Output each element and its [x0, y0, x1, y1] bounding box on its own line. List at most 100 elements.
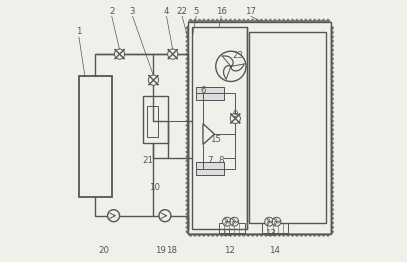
Circle shape — [159, 210, 171, 222]
Polygon shape — [331, 83, 334, 88]
Polygon shape — [186, 176, 188, 181]
Polygon shape — [331, 221, 334, 225]
Polygon shape — [331, 106, 334, 110]
Bar — [249, 32, 326, 223]
Polygon shape — [281, 19, 286, 21]
Polygon shape — [186, 194, 188, 199]
Polygon shape — [186, 66, 188, 70]
Polygon shape — [331, 167, 334, 172]
Polygon shape — [186, 79, 188, 83]
Text: 12: 12 — [224, 246, 235, 255]
Circle shape — [265, 217, 274, 226]
Polygon shape — [331, 101, 334, 106]
Polygon shape — [188, 234, 193, 236]
Polygon shape — [331, 30, 334, 35]
Polygon shape — [224, 234, 228, 236]
Polygon shape — [331, 61, 334, 66]
Polygon shape — [331, 194, 334, 199]
Polygon shape — [233, 234, 237, 236]
Polygon shape — [277, 19, 281, 21]
Text: 18: 18 — [166, 246, 177, 255]
Polygon shape — [313, 19, 317, 21]
Polygon shape — [186, 123, 188, 128]
Polygon shape — [186, 221, 188, 225]
Polygon shape — [326, 234, 330, 236]
Polygon shape — [308, 234, 313, 236]
Text: 8: 8 — [218, 156, 224, 166]
Polygon shape — [277, 234, 281, 236]
Text: 2: 2 — [109, 7, 114, 16]
Polygon shape — [331, 230, 334, 234]
Text: 10: 10 — [149, 183, 160, 192]
Circle shape — [107, 210, 120, 222]
Polygon shape — [331, 141, 334, 145]
Circle shape — [168, 49, 178, 59]
Polygon shape — [241, 234, 246, 236]
Polygon shape — [331, 57, 334, 61]
Polygon shape — [186, 230, 188, 234]
Polygon shape — [206, 234, 210, 236]
Polygon shape — [331, 114, 334, 119]
Polygon shape — [317, 234, 321, 236]
Polygon shape — [331, 145, 334, 150]
Polygon shape — [186, 52, 188, 57]
Polygon shape — [186, 43, 188, 48]
Bar — [219, 223, 245, 233]
Polygon shape — [186, 141, 188, 145]
Polygon shape — [186, 185, 188, 190]
Polygon shape — [255, 234, 259, 236]
Polygon shape — [186, 92, 188, 97]
Polygon shape — [246, 19, 250, 21]
Polygon shape — [295, 234, 299, 236]
Polygon shape — [331, 172, 334, 176]
Polygon shape — [233, 19, 237, 21]
Polygon shape — [186, 132, 188, 137]
Polygon shape — [268, 19, 273, 21]
Text: 23: 23 — [232, 51, 243, 61]
Polygon shape — [295, 19, 299, 21]
Polygon shape — [331, 88, 334, 92]
Polygon shape — [331, 181, 334, 185]
Polygon shape — [186, 207, 188, 212]
Polygon shape — [259, 19, 264, 21]
Polygon shape — [186, 137, 188, 141]
Polygon shape — [331, 110, 334, 114]
Text: 6: 6 — [200, 86, 206, 95]
Polygon shape — [331, 48, 334, 52]
Text: 14: 14 — [269, 246, 280, 255]
Bar — [196, 87, 224, 100]
Polygon shape — [268, 234, 273, 236]
Polygon shape — [250, 19, 255, 21]
Polygon shape — [202, 234, 206, 236]
Polygon shape — [186, 57, 188, 61]
Polygon shape — [186, 172, 188, 176]
Text: 22: 22 — [177, 7, 188, 16]
Polygon shape — [186, 154, 188, 159]
Polygon shape — [186, 101, 188, 106]
Polygon shape — [206, 19, 210, 21]
Polygon shape — [286, 19, 290, 21]
Polygon shape — [331, 79, 334, 83]
Polygon shape — [331, 176, 334, 181]
Circle shape — [114, 49, 125, 59]
Polygon shape — [331, 150, 334, 154]
Polygon shape — [228, 234, 233, 236]
Text: 16: 16 — [216, 7, 227, 16]
Polygon shape — [237, 234, 241, 236]
Polygon shape — [186, 83, 188, 88]
Circle shape — [272, 217, 281, 226]
Polygon shape — [210, 19, 215, 21]
Polygon shape — [331, 225, 334, 230]
Polygon shape — [290, 234, 295, 236]
Polygon shape — [259, 234, 264, 236]
Circle shape — [216, 51, 246, 81]
Text: 19: 19 — [155, 246, 166, 255]
Polygon shape — [331, 66, 334, 70]
Polygon shape — [186, 39, 188, 43]
Polygon shape — [186, 119, 188, 123]
Polygon shape — [331, 199, 334, 203]
Polygon shape — [241, 19, 246, 21]
Polygon shape — [186, 163, 188, 167]
Polygon shape — [273, 234, 277, 236]
Polygon shape — [331, 137, 334, 141]
